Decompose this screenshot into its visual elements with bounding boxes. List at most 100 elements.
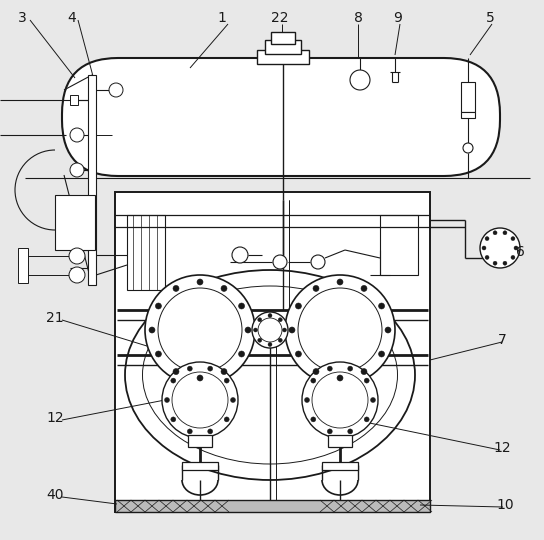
Circle shape (69, 267, 85, 283)
Circle shape (197, 279, 203, 285)
Bar (257, 50, 309, 64)
Circle shape (197, 375, 203, 381)
Circle shape (70, 163, 84, 177)
Text: 4: 4 (67, 11, 76, 25)
Circle shape (379, 351, 385, 357)
Bar (18, 248, 28, 283)
Text: 1: 1 (218, 11, 226, 25)
Circle shape (295, 351, 301, 357)
Circle shape (208, 429, 213, 434)
Circle shape (285, 275, 395, 385)
Circle shape (379, 303, 385, 309)
Circle shape (221, 286, 227, 292)
Circle shape (239, 303, 245, 309)
Text: 10: 10 (496, 498, 514, 512)
Text: 12: 12 (493, 441, 511, 455)
Text: 5: 5 (486, 11, 494, 25)
Circle shape (485, 255, 489, 259)
Bar (328, 435, 352, 447)
Circle shape (254, 328, 257, 332)
Circle shape (278, 338, 282, 342)
Text: 7: 7 (498, 333, 506, 347)
Circle shape (162, 362, 238, 438)
Ellipse shape (125, 270, 415, 480)
Circle shape (295, 303, 301, 309)
Bar (88, 75, 96, 285)
Circle shape (156, 351, 162, 357)
Bar (115, 192, 430, 512)
Text: 6: 6 (516, 245, 524, 259)
Circle shape (187, 366, 192, 371)
Circle shape (305, 397, 310, 402)
Bar (188, 435, 212, 447)
Bar (115, 500, 430, 512)
Bar (265, 40, 301, 54)
Circle shape (149, 327, 155, 333)
Circle shape (361, 369, 367, 375)
Circle shape (289, 327, 295, 333)
Circle shape (173, 369, 179, 375)
Circle shape (109, 83, 123, 97)
FancyBboxPatch shape (62, 58, 500, 176)
Circle shape (171, 378, 176, 383)
Circle shape (145, 275, 255, 385)
Circle shape (493, 261, 497, 265)
Circle shape (348, 366, 353, 371)
Circle shape (370, 397, 375, 402)
Circle shape (463, 143, 473, 153)
Circle shape (327, 366, 332, 371)
Circle shape (511, 255, 515, 259)
Text: 40: 40 (46, 488, 64, 502)
Circle shape (302, 362, 378, 438)
Circle shape (221, 369, 227, 375)
Circle shape (503, 231, 507, 235)
Circle shape (268, 314, 272, 318)
Circle shape (69, 248, 85, 264)
Circle shape (313, 286, 319, 292)
Circle shape (278, 318, 282, 322)
Circle shape (258, 338, 262, 342)
Circle shape (503, 261, 507, 265)
Text: 12: 12 (46, 411, 64, 425)
Circle shape (187, 429, 192, 434)
Bar (127, 215, 165, 290)
Circle shape (364, 378, 369, 383)
Bar (70, 95, 78, 105)
Circle shape (208, 366, 213, 371)
Circle shape (268, 342, 272, 347)
Text: 22: 22 (271, 11, 289, 25)
Circle shape (311, 378, 316, 383)
Circle shape (514, 246, 518, 250)
Circle shape (485, 237, 489, 241)
Circle shape (245, 327, 251, 333)
Circle shape (350, 70, 370, 90)
Circle shape (173, 286, 179, 292)
Circle shape (70, 128, 84, 142)
Circle shape (164, 397, 170, 402)
Circle shape (385, 327, 391, 333)
Circle shape (171, 417, 176, 422)
Circle shape (361, 286, 367, 292)
Circle shape (156, 303, 162, 309)
Circle shape (258, 318, 262, 322)
Circle shape (337, 375, 343, 381)
Circle shape (231, 397, 236, 402)
Text: 8: 8 (354, 11, 362, 25)
Circle shape (364, 417, 369, 422)
Circle shape (493, 231, 497, 235)
Circle shape (311, 255, 325, 269)
Bar (271, 32, 295, 44)
Circle shape (282, 328, 287, 332)
Bar (55, 195, 95, 250)
Circle shape (239, 351, 245, 357)
Circle shape (511, 237, 515, 241)
Bar (380, 215, 418, 275)
Circle shape (313, 369, 319, 375)
Circle shape (252, 312, 288, 348)
Circle shape (480, 228, 520, 268)
Circle shape (311, 417, 316, 422)
Circle shape (337, 279, 343, 285)
Text: 9: 9 (393, 11, 403, 25)
Circle shape (224, 417, 229, 422)
Bar (461, 112, 475, 118)
